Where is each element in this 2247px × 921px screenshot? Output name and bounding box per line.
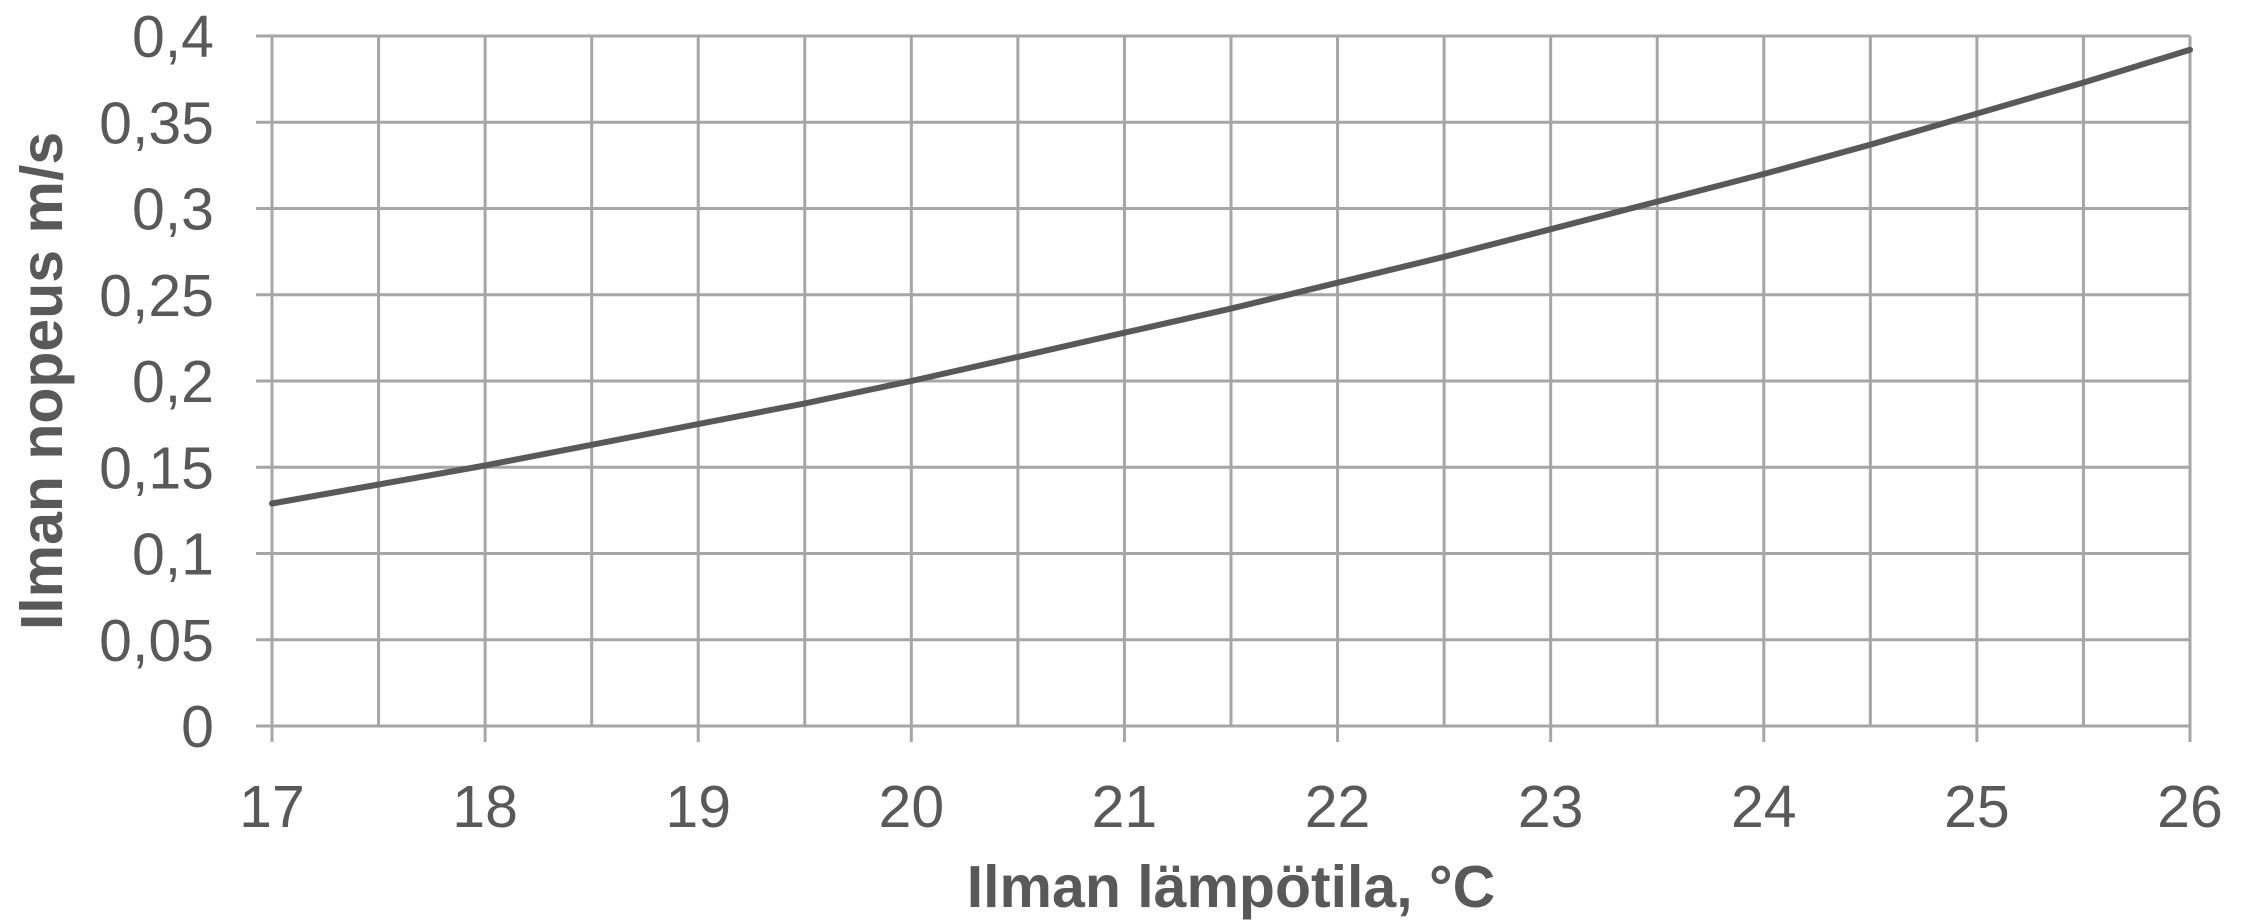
x-tick-labels: 17 18 19 20 21 22 23 24 25 26	[239, 774, 2223, 840]
y-tick-labels: 0 0,05 0,1 0,15 0,2 0,25 0,3 0,35 0,4	[99, 4, 214, 760]
y-axis-title: Ilman nopeus m/s	[9, 132, 75, 630]
x-tick-label: 19	[665, 774, 731, 840]
y-tick-label: 0,2	[132, 349, 214, 415]
x-tick-label: 18	[452, 774, 518, 840]
x-tick-label: 17	[239, 774, 305, 840]
y-tick-label: 0,25	[99, 263, 214, 329]
x-axis-title: Ilman lämpötila, °C	[967, 854, 1495, 920]
x-tick-label: 22	[1305, 774, 1371, 840]
y-tick-label: 0,3	[132, 177, 214, 243]
x-tick-label: 23	[1518, 774, 1584, 840]
y-tick-label: 0,4	[132, 4, 214, 70]
y-tick-label: 0,15	[99, 435, 214, 501]
tick-marks	[256, 34, 2192, 742]
y-tick-label: 0,35	[99, 90, 214, 156]
series-layer	[269, 46, 2193, 507]
x-tick-label: 24	[1731, 774, 1797, 840]
x-tick-label: 20	[879, 774, 945, 840]
x-tick-label: 25	[1944, 774, 2010, 840]
y-tick-label: 0,05	[99, 608, 214, 674]
y-tick-label: 0,1	[132, 522, 214, 588]
x-tick-label: 21	[1092, 774, 1158, 840]
y-tick-label: 0	[181, 694, 214, 760]
series-line	[269, 46, 2193, 507]
x-tick-label: 26	[2157, 774, 2223, 840]
horizontal-gridlines	[272, 34, 2190, 728]
